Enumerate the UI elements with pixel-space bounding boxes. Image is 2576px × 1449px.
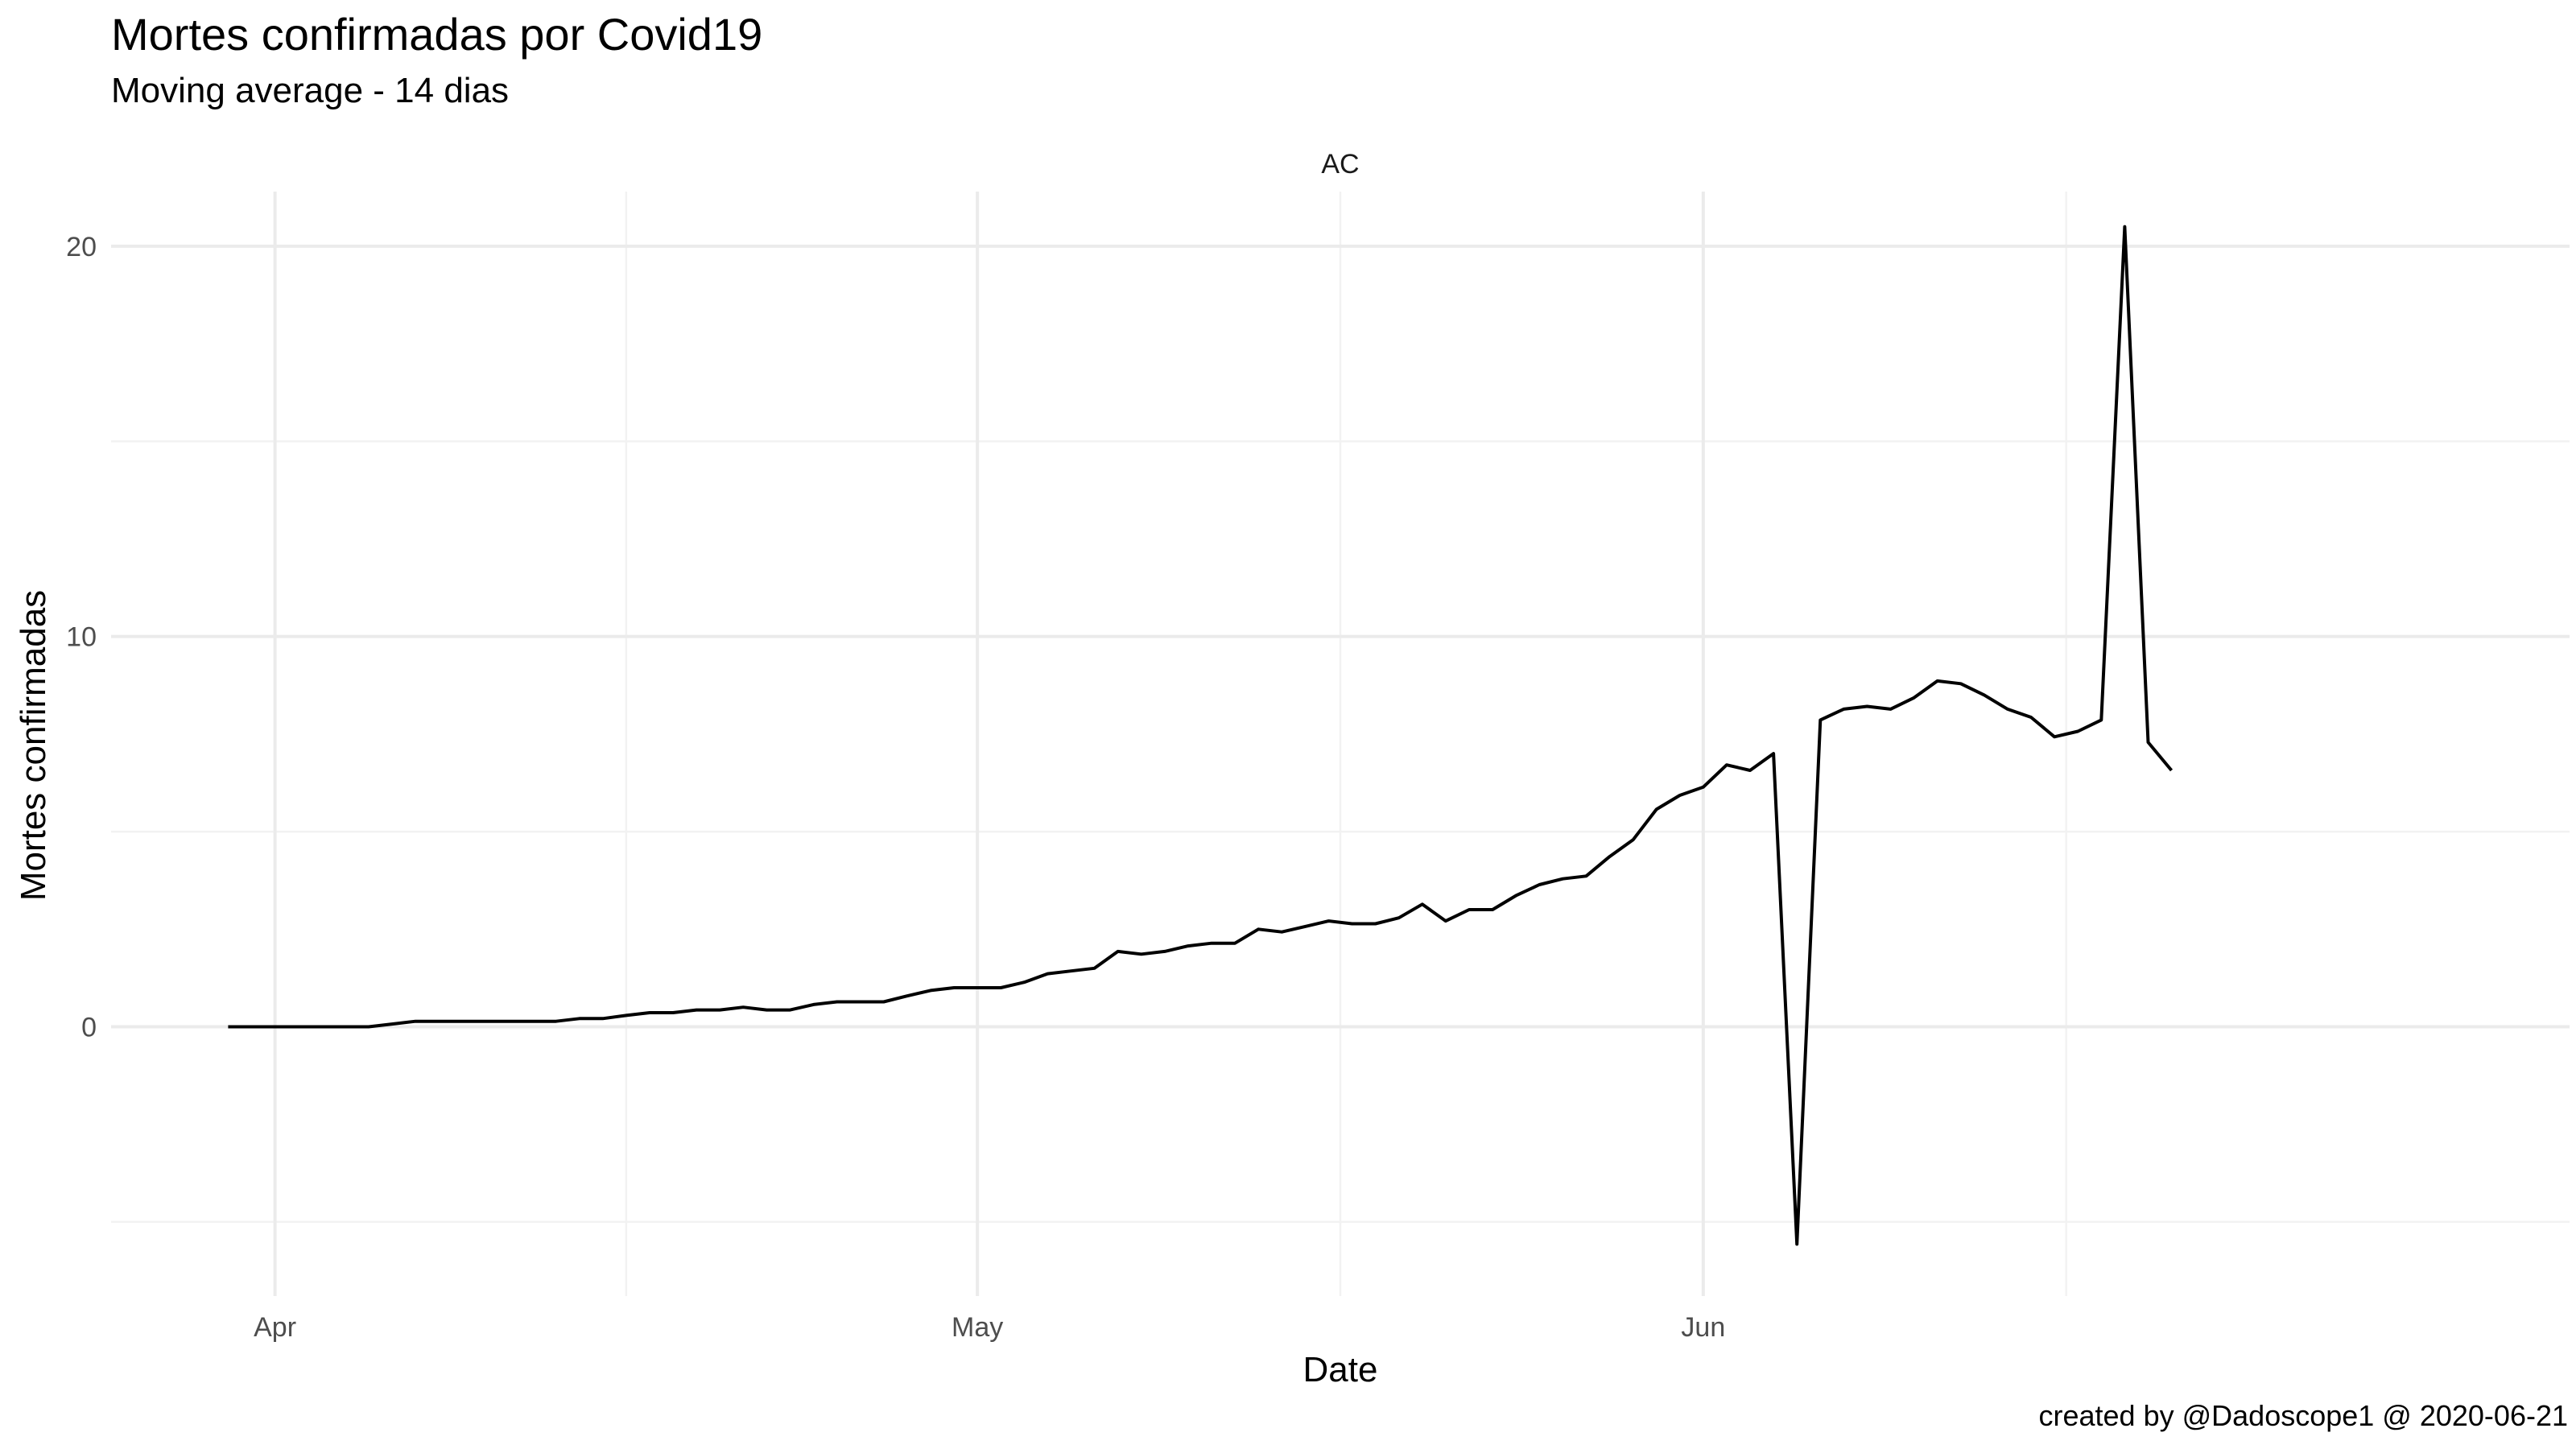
minor-gridlines [111,192,2570,1296]
facet-strip-label: AC [1321,149,1359,180]
y-tick-label: 0 [81,1012,97,1042]
y-axis-title: Mortes confirmadas [14,590,53,901]
series-line [228,225,2174,1246]
chart-title: Mortes confirmadas por Covid19 [111,9,763,60]
chart-subtitle: Moving average - 14 dias [111,71,510,110]
x-tick-label: Apr [254,1312,296,1343]
x-tick-label: May [952,1312,1003,1343]
y-tick-label: 10 [66,622,97,653]
x-axis-ticks: Apr May Jun [254,1312,1725,1343]
y-axis-ticks: 0 10 20 [66,232,97,1043]
major-gridlines [111,192,2570,1296]
series-layer [228,225,2174,1246]
x-tick-label: Jun [1681,1312,1725,1343]
x-axis-title: Date [1303,1350,1378,1389]
chart-caption: created by @Dadoscope1 @ 2020-06-21 [2038,1399,2569,1432]
y-tick-label: 20 [66,232,97,262]
